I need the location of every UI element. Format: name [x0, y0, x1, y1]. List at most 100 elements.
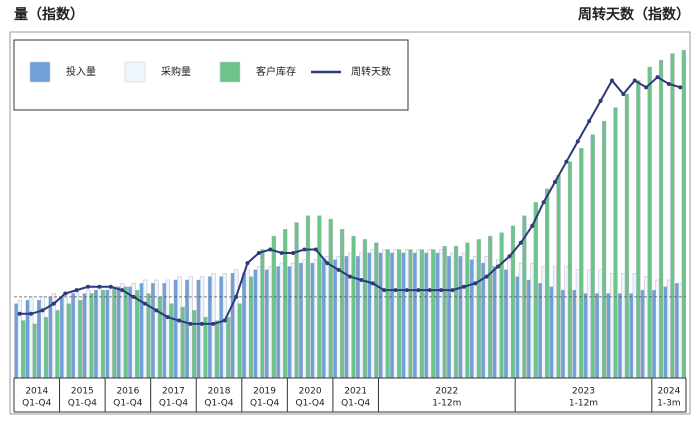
line-point	[97, 284, 102, 289]
bar	[510, 225, 516, 379]
line-point	[154, 308, 159, 313]
line-point	[450, 288, 455, 293]
line-point	[325, 261, 330, 266]
line-point	[666, 81, 671, 86]
bar	[476, 239, 481, 379]
bar	[408, 249, 413, 379]
line-point	[473, 281, 478, 286]
bar	[203, 316, 208, 379]
legend-label: 投入量	[66, 65, 96, 78]
y2-axis-label: 周转天数（指数）	[578, 6, 690, 23]
line-point	[621, 92, 626, 97]
line-point	[598, 98, 603, 103]
bar	[340, 229, 345, 379]
legend-label: 客户库存	[256, 65, 296, 78]
line-point	[564, 159, 569, 164]
bar	[602, 120, 607, 379]
bar	[567, 161, 573, 379]
line-point	[222, 318, 227, 323]
legend-box	[13, 39, 409, 111]
line-point	[632, 78, 637, 83]
line-point	[120, 288, 125, 293]
bar	[351, 235, 356, 379]
line-point	[507, 254, 512, 259]
bar	[613, 107, 618, 379]
line-point	[416, 288, 421, 293]
legend-label: 采购量	[161, 65, 191, 78]
bar	[157, 296, 163, 379]
bar	[123, 286, 128, 379]
bar	[237, 303, 242, 379]
group-sub-label: Q1-Q4	[204, 399, 233, 409]
line-point	[461, 284, 466, 289]
line-point	[256, 250, 261, 255]
group-sub-label: Q1-Q4	[22, 399, 51, 409]
bar	[681, 49, 686, 379]
line-point	[234, 294, 239, 299]
line-point	[393, 288, 398, 293]
line-point	[553, 179, 558, 184]
line-point	[370, 281, 375, 286]
group-sub-label: Q1-Q4	[68, 399, 97, 409]
bar	[191, 310, 197, 379]
bar	[533, 202, 538, 379]
bar	[385, 249, 390, 379]
bar	[66, 303, 71, 379]
group-sub-label: Q1-Q4	[250, 399, 279, 409]
line-point	[348, 274, 352, 279]
line-point	[518, 240, 523, 245]
line-point	[245, 261, 250, 266]
line-point	[108, 284, 113, 289]
line-point	[359, 277, 364, 282]
line-point	[211, 321, 216, 326]
bar	[647, 66, 652, 379]
bar	[55, 310, 60, 379]
line-point	[427, 288, 432, 293]
line-point	[268, 247, 273, 252]
bar	[590, 134, 595, 379]
line-point	[439, 288, 444, 293]
bar	[328, 218, 333, 379]
line-point	[29, 311, 34, 316]
bar	[169, 303, 174, 379]
group-label: 2014	[25, 387, 48, 397]
group-sub-label: Q1-Q4	[341, 399, 370, 409]
line-point	[575, 139, 580, 144]
line-point	[177, 318, 182, 323]
legend-swatch	[219, 61, 241, 83]
line-point	[644, 85, 649, 90]
line-point	[678, 85, 683, 90]
line-point	[404, 288, 409, 293]
line-point	[17, 311, 22, 316]
bar	[271, 235, 276, 379]
group-label: 2017	[162, 387, 185, 397]
bar	[499, 232, 504, 379]
bar	[419, 249, 424, 379]
bar	[396, 249, 402, 379]
line-point	[86, 284, 91, 289]
line-point	[587, 119, 592, 124]
bar	[283, 229, 288, 379]
bar	[556, 174, 561, 379]
line-point	[63, 291, 68, 296]
group-sub-label: Q1-Q4	[296, 399, 325, 409]
group-label: 2019	[253, 387, 276, 397]
bar	[89, 293, 94, 379]
group-label: 2015	[71, 387, 94, 397]
y-axis-label: 量（指数）	[14, 6, 84, 23]
line-point	[142, 301, 147, 306]
bar	[453, 245, 459, 379]
bar	[362, 239, 368, 379]
line-point	[655, 75, 660, 80]
legend-label: 周转天数	[351, 65, 391, 78]
line-point	[484, 274, 489, 279]
line-point	[74, 288, 79, 293]
line-point	[165, 315, 170, 320]
line-point	[40, 308, 45, 313]
line-point	[279, 250, 284, 255]
legend-swatch	[124, 61, 146, 83]
bar	[214, 320, 219, 379]
line-point	[188, 321, 193, 326]
bar	[78, 300, 83, 379]
